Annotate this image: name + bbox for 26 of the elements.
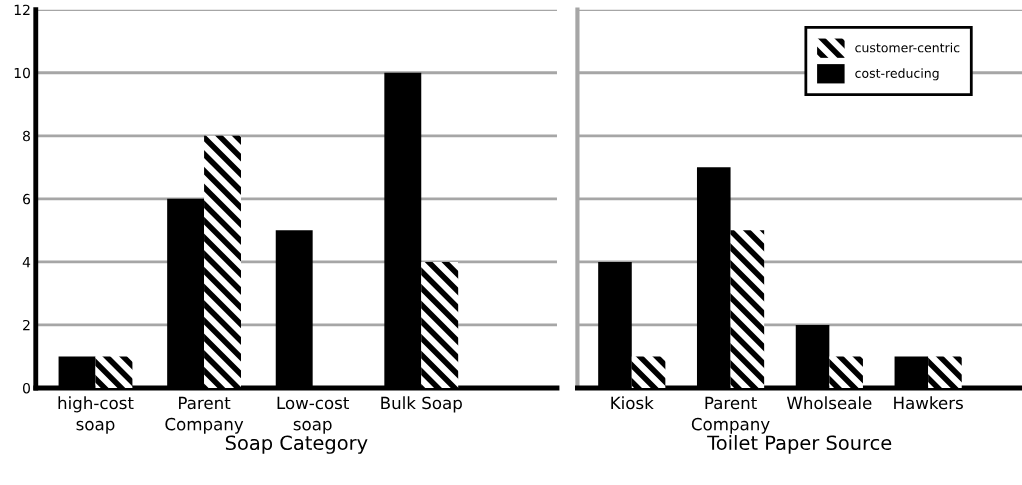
x-tick-label: Bulk Soap: [381, 396, 462, 413]
y-tick-label: 8: [23, 130, 30, 142]
legend-label: customer-centric: [855, 42, 960, 53]
bar: [631, 356, 666, 388]
bar: [204, 135, 241, 388]
y-tick-label: 4: [22, 257, 31, 268]
bar: [95, 356, 133, 388]
y-tick-label: 10: [14, 67, 30, 79]
legend-label: cost-reducing: [855, 68, 939, 81]
y-tick-label: 12: [14, 4, 30, 15]
bar: [421, 261, 459, 388]
bar: [928, 356, 962, 388]
bar: [829, 356, 863, 388]
x-tick-label: Low-cost soap: [277, 396, 349, 434]
x-tick-label: high-cost soap: [58, 396, 134, 434]
y-tick-label: 6: [23, 193, 31, 205]
x-tick-label: Parent Company: [165, 396, 244, 434]
y-tick-label: 2: [23, 319, 30, 331]
x-tick-label: Wholseale: [786, 396, 872, 410]
bar: [730, 230, 765, 388]
y-tick-label: 0: [22, 382, 30, 394]
x-tick-label: Kiosk: [611, 396, 654, 410]
x-axis-title: Soap Category: [225, 435, 368, 454]
x-tick-label: Hawkers: [894, 396, 963, 410]
x-tick-label: Parent Company: [691, 396, 770, 434]
x-axis-title: Toilet Paper Source: [707, 435, 892, 454]
